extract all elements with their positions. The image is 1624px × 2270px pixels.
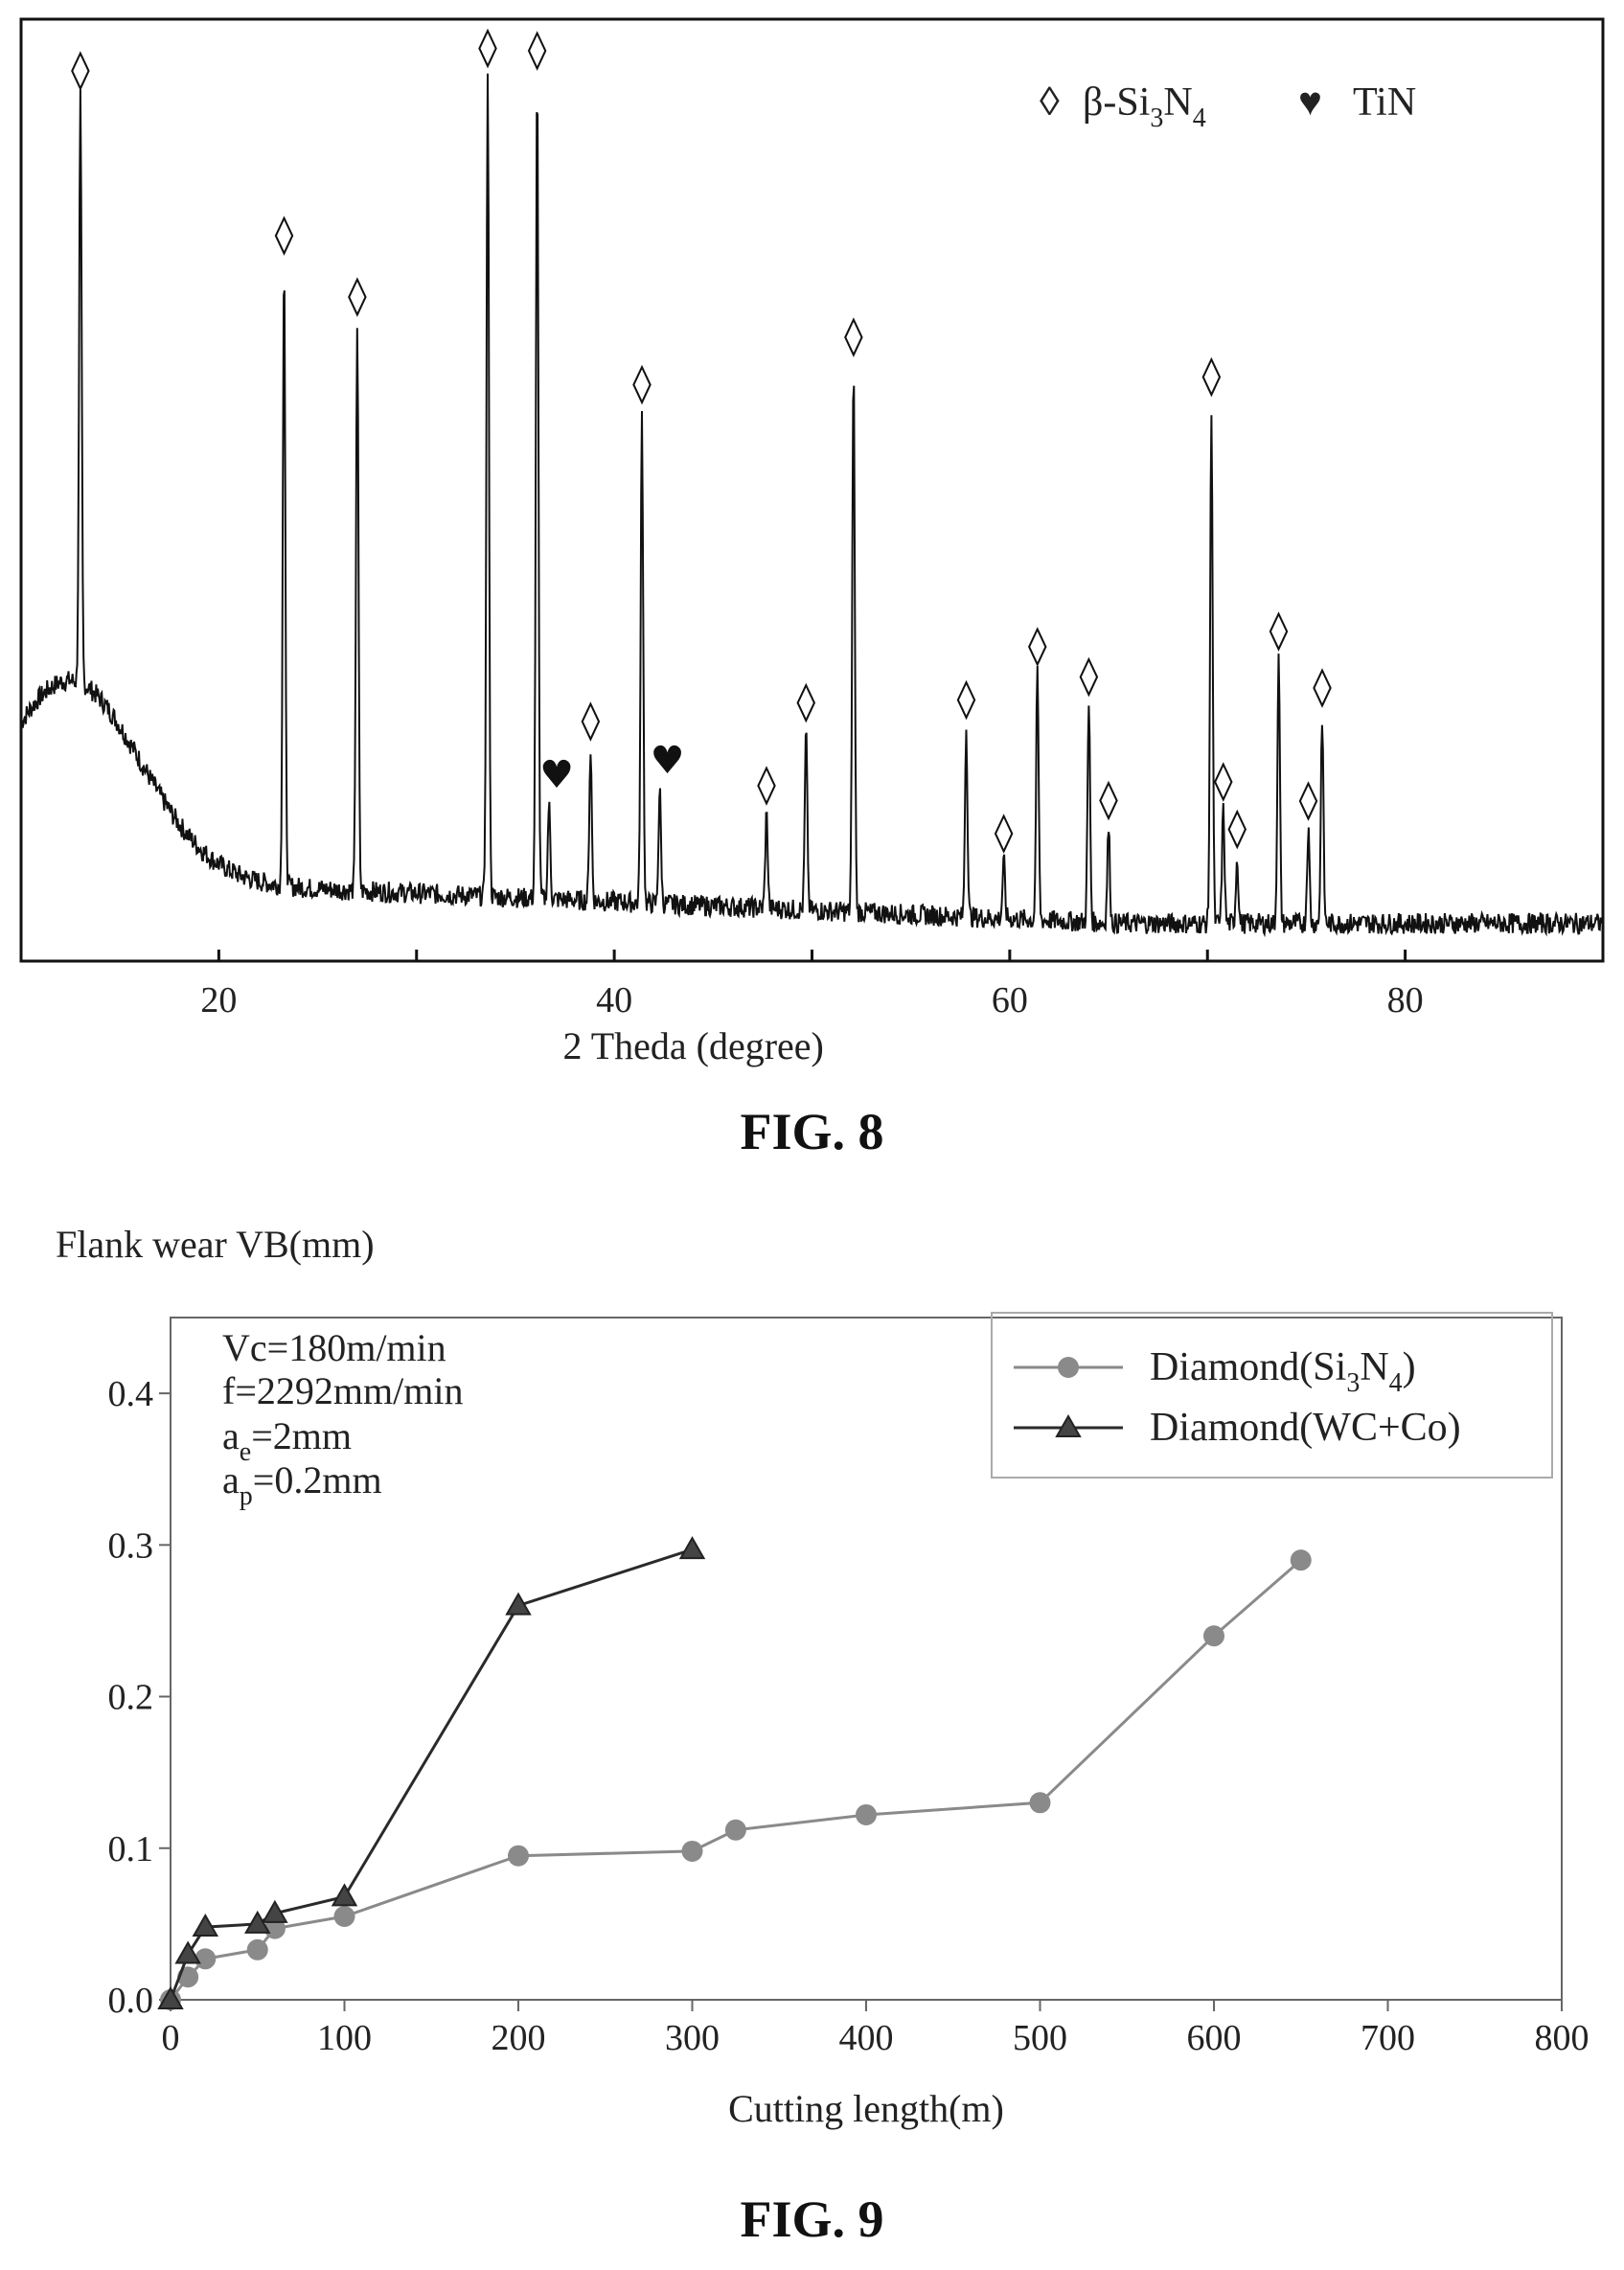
- data-point-wc-co: [157, 1985, 184, 2009]
- wear-series: [157, 1536, 1312, 2010]
- si3n4-peak-marker: ◊: [1028, 623, 1047, 667]
- xrd-axes: 20 40 60 80 2 Theda (degree): [19, 17, 1605, 1067]
- data-point-wc-co: [174, 1940, 201, 1964]
- si3n4-peak-marker: ◊: [1269, 608, 1289, 652]
- x-tick-label: 60: [992, 980, 1028, 1020]
- data-point-wc-co: [678, 1536, 706, 1560]
- x-tick-label: 600: [1187, 2018, 1242, 2058]
- si3n4-peak-marker: ◊: [1299, 777, 1318, 821]
- si3n4-peak-marker: ◊: [1099, 777, 1118, 821]
- si3n4-peak-marker: ◊: [796, 679, 815, 723]
- xrd-legend: ◊ β-Si3N4 ♥ TiN: [1040, 80, 1416, 133]
- tin-peak-marker: ♥: [539, 753, 574, 797]
- figure-8: 20 40 60 80 2 Theda (degree) ◊ ◊ ◊ ◊ ◊ ♥ ◊ ◊ ♥ ◊ ◊ ◊ ◊ ◊ ◊…: [19, 17, 1605, 1160]
- x-tick-label: 400: [839, 2018, 894, 2058]
- x-tick-label: 20: [200, 980, 237, 1020]
- legend-label-tin: TiN: [1353, 80, 1416, 125]
- y-tick-label: 0.3: [108, 1525, 154, 1566]
- xrd-chart: 20 40 60 802 Theda (degree) ◊◊◊◊ ◊♥◊◊♥◊◊◊◊◊◊…: [19, 17, 1605, 1067]
- data-point-wc-co: [505, 1592, 532, 1616]
- xrd-plot-frame: [19, 17, 1605, 963]
- legend-symbol-si3n4: ◊: [1040, 80, 1060, 125]
- legend-label-si3n4: β-Si3N4: [1083, 80, 1206, 133]
- x-axis-title: Cutting length(m): [728, 2087, 1004, 2130]
- si3n4-peak-marker: ◊: [348, 274, 367, 318]
- legend-box: [991, 1312, 1553, 1479]
- figure-9-caption: FIG. 9: [740, 2190, 884, 2248]
- si3n4-peak-marker: ◊: [478, 25, 497, 69]
- data-point-si3n4: [246, 1938, 268, 1960]
- si3n4-peak-marker: ◊: [1201, 354, 1221, 398]
- data-point-si3n4: [724, 1819, 746, 1841]
- legend-marker-circle: [1058, 1357, 1079, 1378]
- si3n4-peak-marker: ◊: [757, 763, 776, 807]
- x-tick-label: 300: [665, 2018, 720, 2058]
- si3n4-peak-marker: ◊: [1080, 653, 1099, 698]
- x-tick-label: 80: [1387, 980, 1424, 1020]
- x-tick-label: 40: [596, 980, 632, 1020]
- legend-label-diamond-si3n4: Diamond(Si3N4): [1150, 1345, 1416, 1398]
- data-point-wc-co: [331, 1883, 358, 1907]
- y-axis-title: Flank wear VB(mm): [56, 1223, 375, 1266]
- wear-axes: 0 100 200 300 400 500 600 700 800 0.0 0.1 0.2 0.3 0.4…: [108, 1317, 1590, 2130]
- si3n4-peak-marker: ◊: [1214, 759, 1233, 803]
- data-point-wc-co: [262, 1899, 288, 1923]
- x-tick-label: 200: [492, 2018, 546, 2058]
- data-point-si3n4: [1029, 1792, 1051, 1814]
- legend-symbol-tin: ♥: [1298, 80, 1322, 125]
- xrd-trace: [20, 73, 1604, 938]
- xrd-series-line: [20, 73, 1604, 938]
- si3n4-peak-marker: ◊: [528, 27, 547, 71]
- y-tick-label: 0.0: [108, 1981, 154, 2021]
- data-point-si3n4: [1203, 1625, 1224, 1647]
- si3n4-peak-marker: ◊: [844, 314, 863, 358]
- flank-wear-chart: Flank wear VB(mm) 0 100 200 300 400 500 600 700…: [56, 1223, 1590, 2130]
- x-tick-label: 500: [1013, 2018, 1067, 2058]
- cutting-conditions: Vc=180m/min f=2292mm/min ae=2mm ap=0.2mm: [222, 1326, 463, 1511]
- data-point-wc-co: [192, 1914, 219, 1938]
- condition-ae: ae=2mm: [222, 1414, 352, 1467]
- data-point-si3n4: [1290, 1549, 1312, 1571]
- wear-legend: Diamond(Si3N4) Diamond(WC+Co): [991, 1312, 1553, 1479]
- data-point-si3n4: [508, 1845, 529, 1867]
- si3n4-peak-marker: ◊: [1313, 664, 1332, 708]
- peak-markers: ◊◊◊◊ ◊♥◊◊♥◊◊◊◊◊◊◊◊◊◊◊◊◊◊: [71, 25, 1332, 854]
- si3n4-peak-marker: ◊: [1227, 806, 1247, 850]
- x-axis-title: 2 Theda (degree): [562, 1024, 823, 1067]
- data-point-si3n4: [194, 1948, 217, 1970]
- data-point-si3n4: [263, 1917, 286, 1939]
- x-tick-label: 0: [162, 2018, 180, 2058]
- y-tick-label: 0.1: [108, 1829, 154, 1869]
- y-tick-label: 0.2: [108, 1678, 154, 1718]
- condition-ap: ap=0.2mm: [222, 1458, 382, 1511]
- data-point-si3n4: [681, 1840, 703, 1862]
- figure-9: Flank wear VB(mm) 0 100 200 300 400 500 600 700…: [0, 1188, 1624, 2270]
- y-tick-label: 0.4: [108, 1374, 154, 1414]
- data-point-si3n4: [333, 1905, 355, 1927]
- legend-label-diamond-wc-co: Diamond(WC+Co): [1150, 1406, 1461, 1450]
- si3n4-peak-marker: ◊: [632, 361, 652, 405]
- si3n4-peak-marker: ◊: [275, 213, 294, 257]
- si3n4-peak-marker: ◊: [957, 676, 976, 721]
- data-point-si3n4: [856, 1803, 877, 1825]
- si3n4-peak-marker: ◊: [71, 47, 90, 91]
- series-line-si3n4: [169, 1559, 1302, 2001]
- si3n4-peak-marker: ◊: [581, 699, 600, 743]
- figure-8-caption: FIG. 8: [740, 1103, 884, 1160]
- x-tick-label: 700: [1361, 2018, 1415, 2058]
- x-tick-label: 100: [317, 2018, 372, 2058]
- tin-peak-marker: ♥: [651, 739, 685, 783]
- legend-marker-triangle: [1055, 1413, 1082, 1437]
- si3n4-peak-marker: ◊: [995, 811, 1014, 855]
- condition-vc: Vc=180m/min: [222, 1326, 446, 1369]
- x-tick-label: 800: [1535, 2018, 1590, 2058]
- condition-f: f=2292mm/min: [222, 1369, 463, 1412]
